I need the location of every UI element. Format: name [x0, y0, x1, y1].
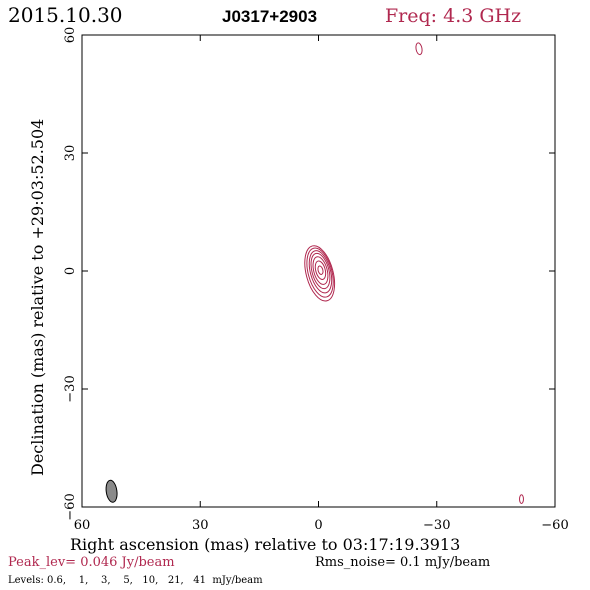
x-tick-label: 60 [74, 518, 91, 533]
y-tick-label: −60 [63, 493, 78, 520]
contour-level-10 [312, 256, 329, 285]
noise-contour [415, 42, 423, 56]
contour-level-0_6 [304, 245, 336, 302]
rms-noise: Rms_noise= 0.1 mJy/beam [315, 555, 490, 570]
observation-date: 2015.10.30 [8, 3, 123, 27]
contour-level-21 [314, 260, 327, 280]
peak-level: Peak_lev= 0.046 Jy/beam [8, 555, 175, 570]
x-tick-label: 0 [314, 518, 322, 533]
contour-levels: Levels: 0.6, 1, 3, 5, 10, 21, 41 mJy/bea… [8, 575, 263, 586]
frequency-label: Freq: 4.3 GHz [385, 5, 521, 27]
contours [105, 42, 524, 504]
contour-level-3 [308, 250, 333, 294]
beam-ellipse [105, 479, 118, 503]
noise-contour [519, 494, 524, 504]
y-axis-title: Declination (mas) relative to +29:03:52.… [28, 119, 47, 476]
y-tick-label: 60 [63, 27, 78, 44]
x-tick-label: −60 [541, 518, 568, 533]
y-tick-label: 30 [63, 145, 78, 162]
x-axis-title: Right ascension (mas) relative to 03:17:… [70, 535, 460, 554]
y-tick-label: 0 [63, 267, 78, 275]
x-tick-label: 30 [192, 518, 209, 533]
y-tick-label: −30 [63, 375, 78, 402]
source-name: J0317+2903 [222, 7, 317, 26]
contour-level-41 [317, 265, 324, 275]
contour-level-1 [306, 247, 334, 298]
contour-level-5 [310, 252, 331, 290]
axis-ticks [81, 34, 556, 508]
x-tick-label: −30 [423, 518, 450, 533]
tick-labels: 60 30 0 −30 −60 −60 −30 0 30 60 [63, 27, 569, 533]
